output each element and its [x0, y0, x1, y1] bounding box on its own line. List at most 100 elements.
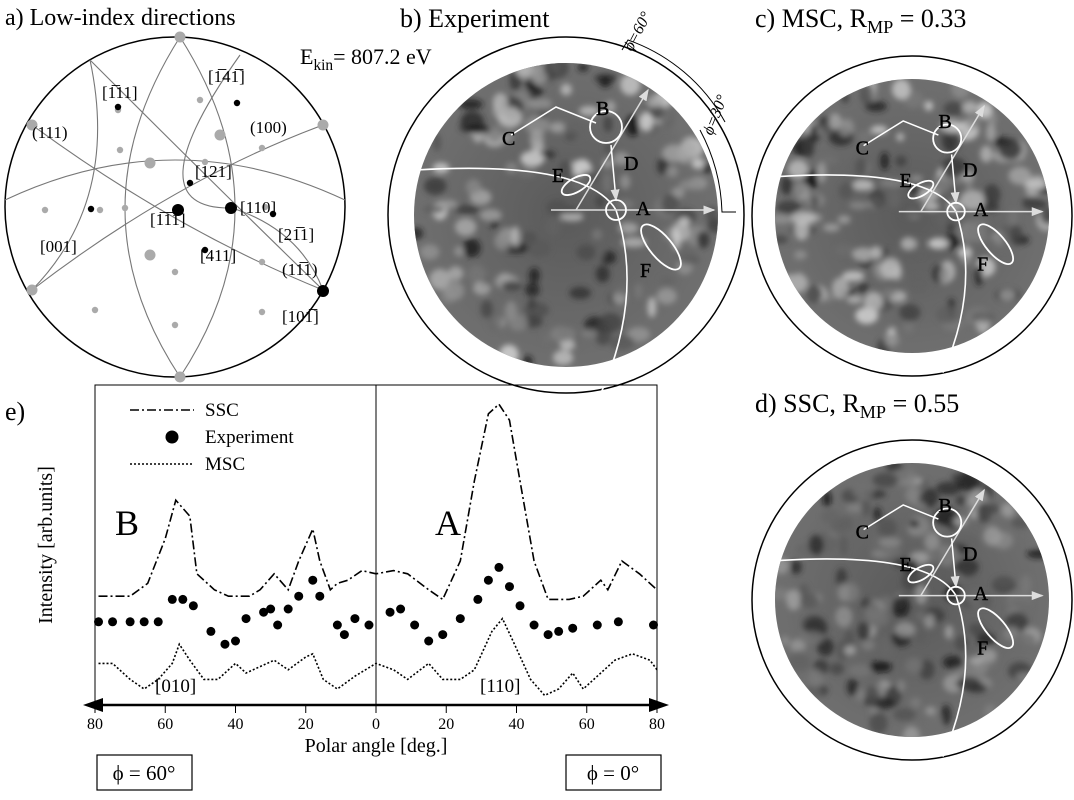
pattern-blob [697, 231, 709, 248]
pattern-blob [951, 473, 963, 481]
pattern-blob [901, 237, 917, 250]
pattern-blob [553, 350, 573, 365]
pattern-blob [481, 300, 493, 318]
pattern-blob [849, 201, 868, 209]
pattern-blob [909, 520, 919, 528]
data-point [386, 608, 395, 617]
pattern-blob [865, 686, 880, 706]
panel-title: a) Low-index directions [5, 5, 236, 31]
pattern-blob [962, 101, 977, 114]
pattern-blob [998, 138, 1022, 159]
data-point [154, 617, 163, 626]
pattern-blob [928, 238, 949, 249]
pattern-blob [1020, 575, 1031, 595]
panel-label: e) [5, 397, 25, 426]
pattern-blob [924, 533, 940, 550]
text-part: MP [867, 17, 893, 37]
data-point [206, 627, 215, 636]
pole-dark [317, 285, 329, 297]
data-line [99, 404, 657, 599]
pattern-blob [480, 209, 502, 221]
text-part: kin [313, 57, 333, 74]
pattern-blob [455, 205, 479, 214]
pattern-blob [879, 537, 902, 547]
pole-small [117, 147, 123, 153]
text-part: d) SSC, R [755, 389, 860, 418]
pattern-blob [916, 629, 926, 644]
pattern-blob [956, 677, 981, 690]
pattern-blob [569, 287, 591, 299]
pattern-blob [857, 282, 869, 294]
pole-small [259, 309, 265, 315]
pole-small [172, 269, 178, 275]
data-point [294, 592, 303, 601]
pattern-blob [895, 622, 915, 637]
pattern-blob [992, 577, 1015, 593]
pattern-blob [790, 560, 802, 574]
pattern-blob [468, 265, 486, 283]
pattern-blob [916, 237, 925, 258]
pattern-blob [1010, 225, 1023, 246]
pattern-blob [639, 113, 653, 131]
pattern-blob [983, 526, 1001, 546]
annotation: A [435, 503, 461, 543]
data-point [554, 627, 563, 636]
pole-large [145, 158, 156, 169]
data-point [178, 595, 187, 604]
pattern-blob [909, 275, 929, 293]
x-tick-label: 20 [298, 716, 314, 733]
pattern-blob [561, 84, 572, 96]
data-point [410, 621, 419, 630]
feature-label: C [502, 128, 515, 150]
pattern-blob [847, 295, 863, 303]
feature-label: A [974, 583, 989, 605]
feature-label: C [856, 521, 869, 543]
panel-title: b) Experiment [400, 4, 550, 33]
pattern-blob [564, 120, 588, 139]
pole-dark [225, 202, 237, 214]
data-point [308, 576, 317, 585]
pattern-blob [800, 594, 820, 608]
feature-label: E [552, 165, 564, 187]
annotation: [110] [480, 676, 520, 697]
x-tick-label: 80 [87, 716, 103, 733]
text-part: c) MSC, R [755, 4, 868, 33]
legend-label: MSC [205, 454, 245, 475]
data-point [189, 601, 198, 610]
pattern-blob [648, 297, 657, 317]
pole-small [172, 322, 178, 328]
pattern-blob [830, 663, 844, 675]
pattern-blob [799, 631, 824, 644]
pattern-blob [935, 567, 953, 587]
pattern-blob [525, 283, 540, 297]
pattern-blob [809, 535, 824, 556]
feature-label: C [856, 137, 869, 159]
pole-large [318, 120, 329, 131]
pattern-blob [986, 124, 996, 141]
pattern-blob [1022, 196, 1047, 210]
pattern-blob [520, 151, 544, 167]
annotation: B [115, 503, 139, 543]
pole-dark [234, 100, 240, 106]
pattern-blob [943, 656, 964, 669]
pattern-blob [977, 504, 1000, 514]
feature-label: B [938, 111, 951, 133]
pattern-blob [853, 248, 875, 262]
pattern-blob [884, 334, 900, 348]
pattern-blob [596, 248, 605, 260]
data-point [340, 630, 349, 639]
pattern-blob [858, 622, 871, 640]
pattern-blob [838, 183, 853, 199]
pattern-blob [823, 223, 840, 231]
feature-label: B [938, 495, 951, 517]
pattern-blob [936, 482, 962, 495]
direction-label: [1̅41̅] [208, 67, 245, 86]
pattern-blob [892, 596, 910, 617]
pattern-blob [834, 245, 855, 256]
data-point [242, 614, 251, 623]
pattern-blob [807, 285, 822, 303]
data-point [614, 617, 623, 626]
pattern-blob [577, 244, 597, 260]
pole-large [175, 372, 186, 383]
pattern-blob [509, 315, 528, 331]
